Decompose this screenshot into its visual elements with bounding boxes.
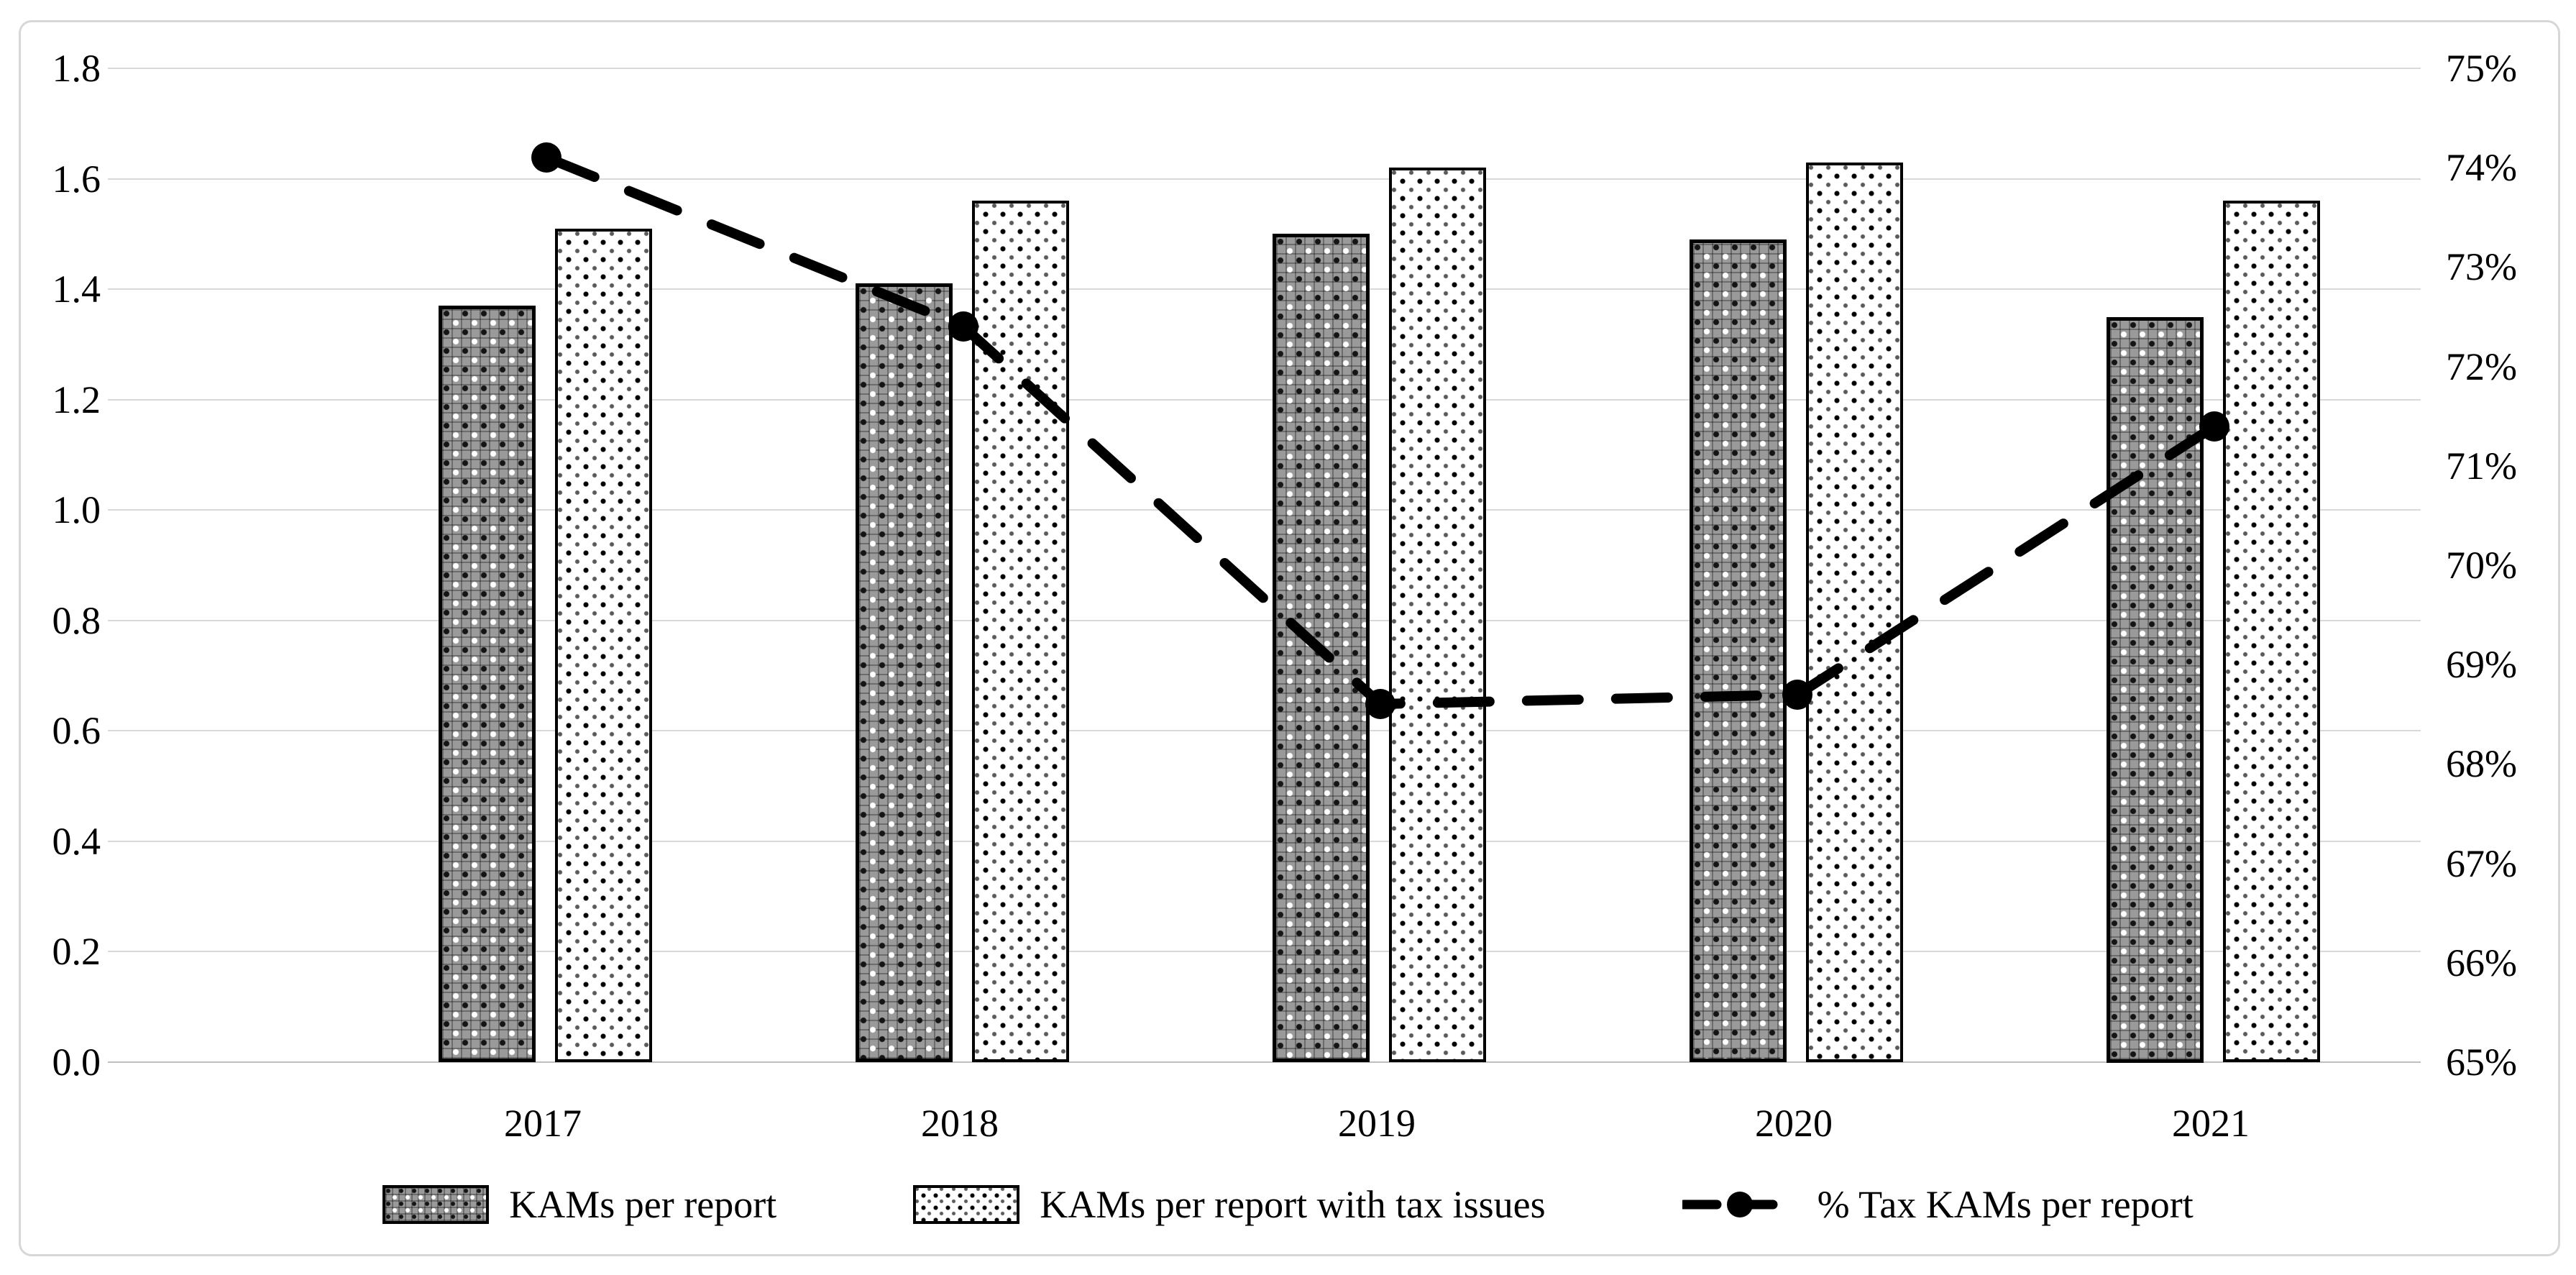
left-axis-tick-label: 1.8 xyxy=(52,47,101,90)
x-axis-label-2021: 2021 xyxy=(2172,1102,2250,1145)
tax-kams-line xyxy=(541,152,2219,710)
line-marker-2020 xyxy=(1782,680,1812,710)
bar-kams-tax-2017 xyxy=(555,229,652,1062)
gridline xyxy=(108,509,2421,511)
right-axis-tick-label: 70% xyxy=(2446,544,2517,587)
bar-kams-tax-2021 xyxy=(2223,201,2320,1062)
gridline xyxy=(108,399,2421,401)
x-axis-label-2019: 2019 xyxy=(1338,1102,1416,1145)
line-marker-2021 xyxy=(2199,411,2229,442)
right-axis-tick-label: 67% xyxy=(2446,842,2517,885)
line-marker-2017 xyxy=(531,142,562,173)
left-axis-tick-label: 0.4 xyxy=(52,820,101,863)
x-axis-label-2018: 2018 xyxy=(921,1102,999,1145)
legend-label: KAMs per report with tax issues xyxy=(1040,1183,1546,1226)
right-axis-tick-label: 66% xyxy=(2446,941,2517,984)
x-axis-label-2020: 2020 xyxy=(1755,1102,1833,1145)
bar-kams-tax-2019 xyxy=(1389,168,1486,1062)
gridline xyxy=(108,68,2421,69)
left-axis-tick-label: 0.6 xyxy=(52,709,101,752)
x-axis-line xyxy=(108,1061,2421,1063)
left-axis-tick-label: 0.0 xyxy=(52,1041,101,1084)
legend-swatch-dark-pattern xyxy=(382,1185,490,1224)
left-axis-tick-label: 1.6 xyxy=(52,157,101,201)
bar-kams-tax-2020 xyxy=(1806,163,1903,1062)
legend-swatch-dotted-pattern xyxy=(913,1185,1020,1224)
legend-dashed-line-glyph xyxy=(1682,1192,1797,1217)
bar-kams-2020 xyxy=(1690,239,1787,1062)
left-axis-tick-label: 1.4 xyxy=(52,268,101,311)
gridline xyxy=(108,620,2421,621)
legend-item-2: KAMs per report with tax issues xyxy=(913,1183,1546,1226)
legend-label: KAMs per report xyxy=(509,1183,777,1226)
right-axis-tick-label: 68% xyxy=(2446,742,2517,785)
line-marker-2018 xyxy=(948,311,978,342)
legend-item-3: % Tax KAMs per report xyxy=(1682,1183,2194,1226)
gridline xyxy=(108,841,2421,842)
bar-kams-2018 xyxy=(856,283,953,1062)
right-axis-tick-label: 75% xyxy=(2446,47,2517,90)
line-marker-2019 xyxy=(1365,689,1395,719)
legend-item-1: KAMs per report xyxy=(382,1183,776,1226)
right-axis-tick-label: 71% xyxy=(2446,444,2517,488)
x-axis-label-2017: 2017 xyxy=(504,1102,582,1145)
left-axis-tick-label: 0.2 xyxy=(52,930,101,973)
left-axis-tick-label: 1.0 xyxy=(52,488,101,531)
left-axis-tick-label: 0.8 xyxy=(52,599,101,642)
gridline xyxy=(108,178,2421,180)
right-axis-tick-label: 74% xyxy=(2446,146,2517,189)
gridline xyxy=(108,288,2421,290)
legend: KAMs per report KAMs per report with tax … xyxy=(0,1183,2576,1226)
gridline xyxy=(108,730,2421,731)
right-axis-tick-label: 72% xyxy=(2446,345,2517,388)
bar-kams-2017 xyxy=(439,306,536,1062)
legend-label: % Tax KAMs per report xyxy=(1817,1183,2194,1226)
gridline xyxy=(108,951,2421,952)
right-axis-tick-label: 69% xyxy=(2446,643,2517,686)
right-axis-tick-label: 65% xyxy=(2446,1041,2517,1084)
right-axis-tick-label: 73% xyxy=(2446,245,2517,288)
left-axis-tick-label: 1.2 xyxy=(52,378,101,421)
